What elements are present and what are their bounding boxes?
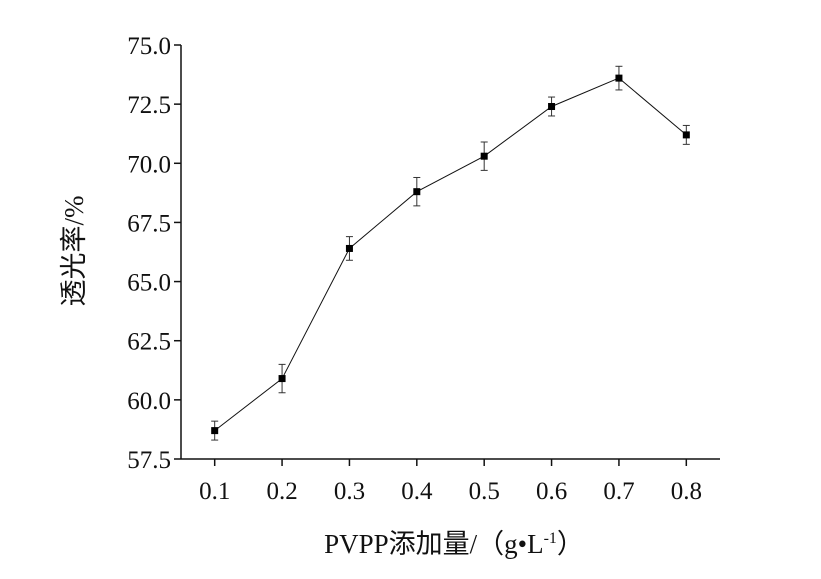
data-point (548, 103, 556, 111)
data-point (615, 74, 623, 82)
x-axis-title-main: PVPP添加量/（g•L (324, 529, 544, 559)
y-tick-label: 75.0 (127, 33, 171, 60)
data-point (278, 375, 286, 383)
y-axis-ticks: 57.5 60.0 62.5 65.0 67.5 70.0 72.5 75.0 (127, 33, 181, 474)
series-line (214, 77, 687, 431)
series-group (211, 65, 690, 441)
data-point (211, 427, 219, 435)
y-tick-label: 60.0 (127, 388, 171, 415)
x-tick-label: 0.7 (603, 478, 634, 505)
x-tick-label: 0.1 (199, 478, 230, 505)
x-tick-label: 0.6 (536, 478, 567, 505)
data-point (682, 131, 690, 139)
axes (180, 45, 720, 460)
x-tick-label: 0.5 (469, 478, 500, 505)
y-tick-label: 57.5 (127, 447, 171, 474)
data-point (413, 188, 421, 196)
x-tick-label: 0.4 (401, 478, 433, 505)
x-axis-title-superscript: -1 (544, 530, 557, 547)
data-point (480, 152, 488, 160)
y-tick-label: 72.5 (127, 92, 171, 119)
x-tick-label: 0.8 (671, 478, 702, 505)
x-axis-ticks: 0.1 0.2 0.3 0.4 0.5 0.6 0.7 0.8 (199, 459, 702, 505)
y-tick-label: 65.0 (127, 270, 171, 297)
y-tick-label: 67.5 (127, 210, 171, 237)
x-axis-title: PVPP添加量/（g•L-1） (324, 529, 584, 559)
x-tick-label: 0.3 (334, 478, 365, 505)
y-axis-title: 透光率/% (59, 196, 89, 307)
data-point (345, 244, 353, 252)
y-tick-label: 70.0 (127, 151, 171, 178)
x-tick-label: 0.2 (266, 478, 297, 505)
x-axis-title-end: ） (557, 529, 584, 559)
y-tick-label: 62.5 (127, 329, 171, 356)
